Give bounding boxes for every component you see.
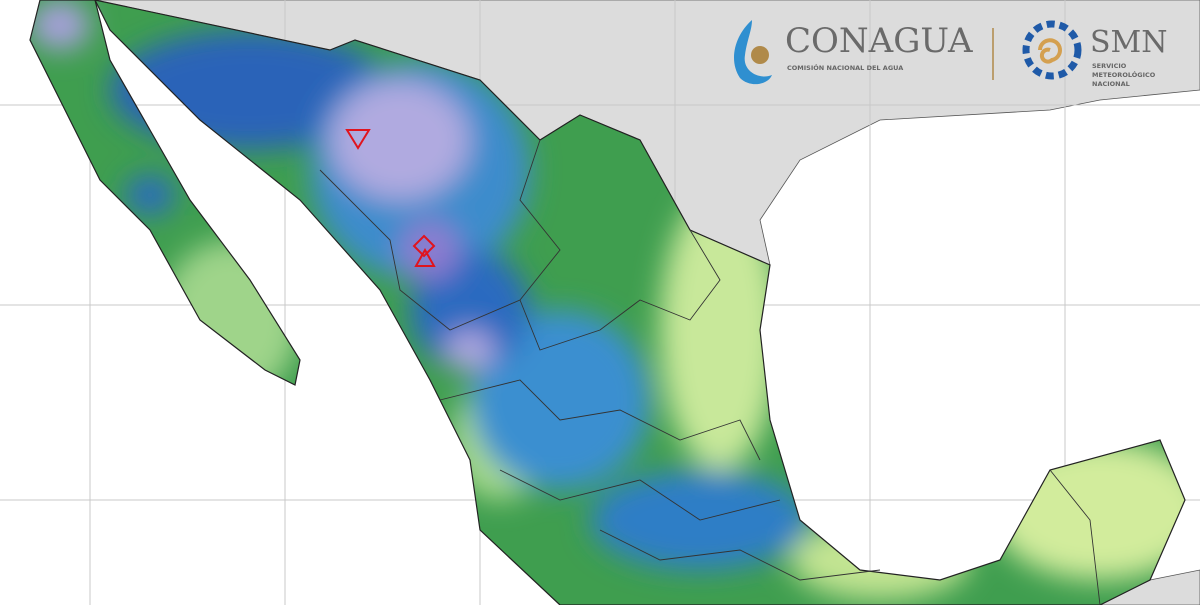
state-border — [499, 469, 781, 521]
coastline — [29, 0, 1186, 605]
blob-light-green — [660, 190, 780, 470]
smn-subtitle-line: NACIONAL — [1092, 80, 1130, 88]
smn-icon-ring — [1022, 20, 1082, 80]
smn-subtitle-line: METEOROLÓGICO — [1092, 70, 1156, 79]
field-blobs — [30, 0, 1185, 600]
conagua-name: CONAGUA — [785, 21, 973, 61]
smn-logo: SMN SERVICIO METEOROLÓGICO NACIONAL — [1022, 20, 1168, 88]
conagua-logo: CONAGUA COMISIÓN NACIONAL DEL AGUA — [733, 20, 973, 85]
blob-blue — [470, 310, 650, 490]
conagua-icon — [733, 20, 772, 85]
baja-coast — [29, 0, 301, 386]
state-borders — [319, 139, 1101, 605]
blob-blue — [125, 175, 175, 215]
marker-diamond — [412, 234, 436, 258]
state-border — [1049, 469, 1101, 605]
state-border — [439, 379, 761, 461]
mainland-coast — [94, 0, 1186, 605]
markers — [345, 129, 436, 267]
blob-purple — [445, 330, 495, 370]
state-border — [599, 529, 881, 581]
blob-purple — [330, 80, 470, 200]
smn-name: SMN — [1090, 25, 1168, 60]
blob-purple — [30, 0, 90, 50]
marker-triangle — [414, 247, 436, 267]
conagua-subtitle: COMISIÓN NACIONAL DEL AGUA — [787, 63, 903, 72]
blob-blue — [410, 250, 530, 370]
marker-triangle — [345, 129, 371, 150]
conagua-icon-sun — [751, 46, 769, 64]
smn-icon-spiral — [1038, 38, 1062, 64]
state-border — [319, 139, 561, 331]
smn-subtitle-line: SERVICIO — [1092, 62, 1127, 70]
state-border — [519, 229, 721, 351]
